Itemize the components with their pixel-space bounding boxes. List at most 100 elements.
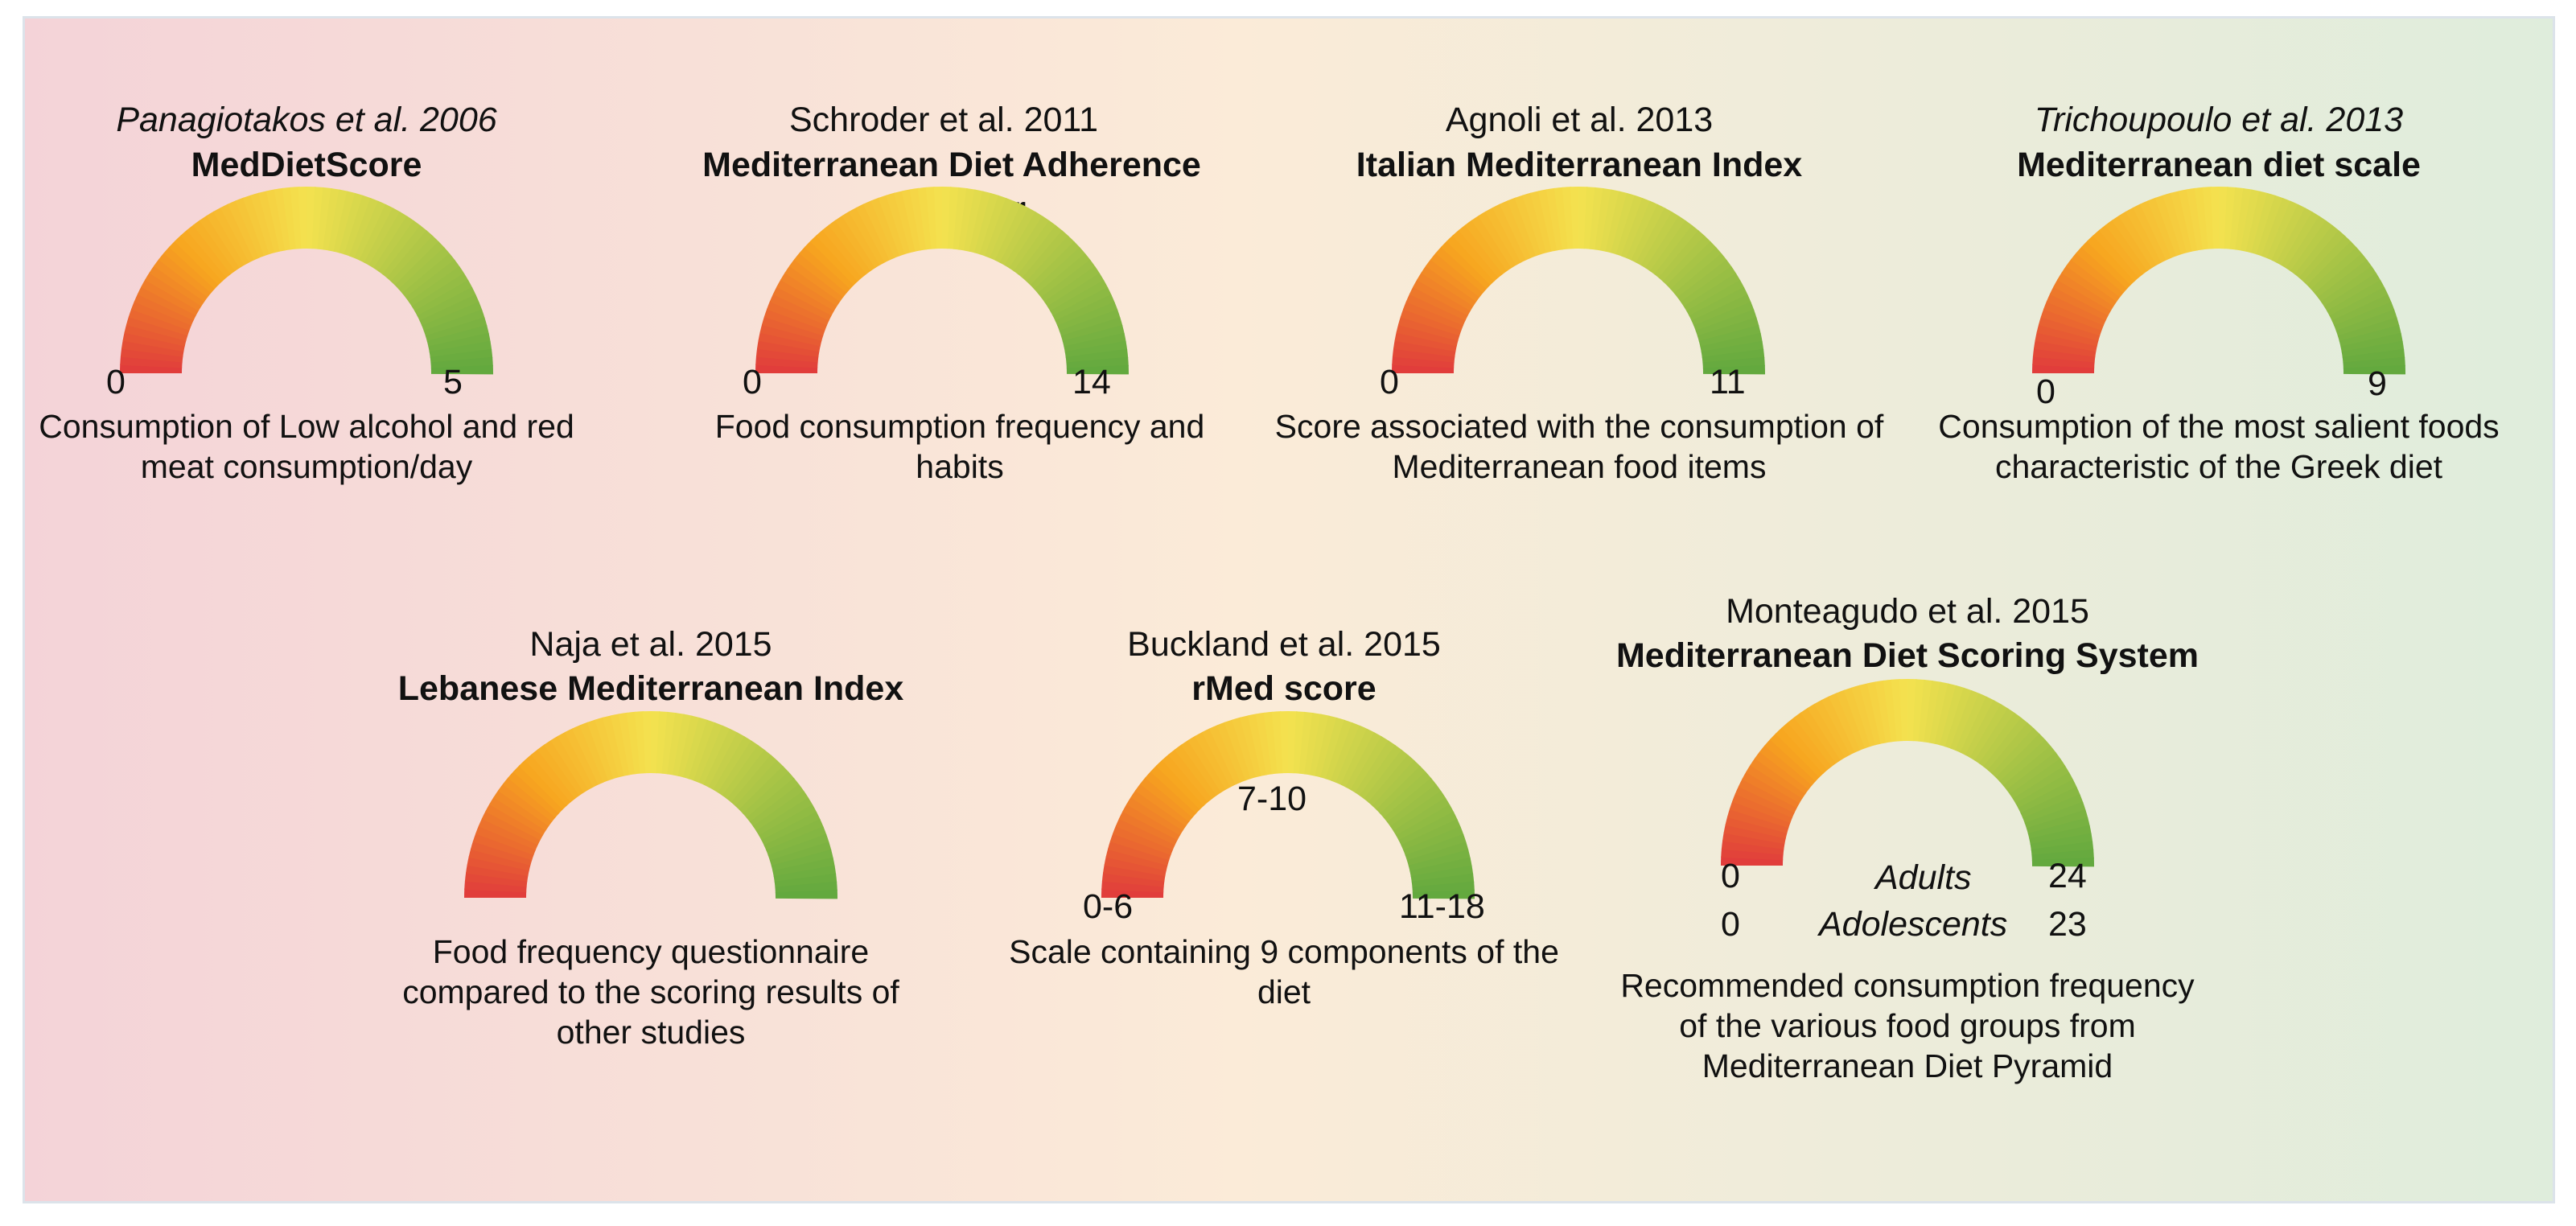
gauge-arc-segment [1255, 712, 1273, 776]
gauge-arc-segment [1595, 187, 1612, 251]
gauge-arc-segment [2186, 187, 2204, 251]
gauge-arc-segment [1392, 348, 1455, 363]
gauge-arc-segment [149, 265, 205, 306]
gauge-arc-segment [405, 259, 460, 302]
gauge-arc-segment [543, 739, 585, 796]
gauge-arc-segment [974, 192, 1000, 255]
gauge-arc-segment [763, 308, 825, 336]
gauge-arc-segment [1807, 703, 1846, 761]
gauge-arc-segment [1368, 755, 1415, 807]
gauge-mediterranean-diet-scale: Trichoupoulo et al. 2013 Mediterranean d… [1913, 19, 2525, 501]
gauge-arc-segment [1372, 759, 1422, 811]
gauge-arc-segment [430, 356, 493, 369]
gauge-arc-segment [761, 315, 824, 341]
gauge-description: Consumption of Low alcohol and red meat … [39, 408, 574, 485]
gauge-arc-segment [759, 323, 822, 347]
gauge-group-label-adolescents: Adolescents [1819, 905, 2008, 944]
gauge-arc-segment [1754, 751, 1809, 795]
gauge-arc-segment [1122, 803, 1181, 841]
gauge-arc-segment [1435, 246, 1488, 294]
gauge-arc-segment [1605, 191, 1628, 253]
gauge-arc-segment [1050, 280, 1109, 317]
gauge-arc-segment [282, 187, 297, 250]
gauge-arc-segment [893, 191, 916, 253]
gauge-arc-segment [128, 308, 190, 336]
gauge-arc-segment [2046, 293, 2106, 326]
gauge-arc-segment [1738, 778, 1797, 813]
gauge-arc-segment [1537, 189, 1558, 252]
gauge-arc-segment [1615, 195, 1644, 257]
gauge-arc-segment [999, 208, 1037, 266]
gauge-arc-segment [1139, 776, 1193, 822]
gauge-arc-segment [2139, 200, 2172, 261]
gauge-arc-segment [713, 736, 752, 793]
gauge-arc-segment [780, 272, 837, 311]
gauge-name: MedDietScore [191, 146, 422, 184]
gauge-arc [120, 187, 493, 375]
gauge-arc-segment [1421, 265, 1477, 306]
gauge-arc-segment [1471, 215, 1512, 272]
gauge-arc-segment [1064, 340, 1128, 358]
gauge-max-label: 14 [1072, 363, 1111, 401]
gauge-arc-segment [2006, 751, 2061, 795]
gauge-arc-segment [1800, 707, 1841, 764]
gauge-arc-segment [1150, 764, 1201, 814]
gauge-arc-segment [1759, 744, 1813, 790]
gauge-arc-segment [793, 252, 847, 298]
gauge-arc-segment [1155, 759, 1204, 810]
gauge-arc-segment [1843, 687, 1871, 749]
gauge-arc-segment [1522, 192, 1547, 255]
gauge-arc-segment [1726, 808, 1789, 833]
gauge-arc-segment [227, 200, 260, 261]
gauge-arc-segment [186, 224, 232, 278]
gauge-arc-segment [677, 715, 701, 778]
gauge-arc-segment [661, 711, 677, 775]
gauge-arc-segment [2311, 247, 2363, 294]
gauge-arc-segment [1570, 187, 1580, 249]
gauge-arc-segment [828, 220, 871, 275]
gauge-arc-segment [1874, 680, 1892, 743]
gauge-arc-segment [718, 740, 759, 796]
gauge-arc-segment [130, 300, 192, 331]
gauge-arc-segment [199, 215, 241, 272]
gauge-arc-segment [423, 309, 485, 337]
gauge-arc-segment [1821, 696, 1856, 755]
gauge-arc-segment [2194, 187, 2209, 250]
gauge-arc-segment [1899, 679, 1909, 742]
gauge-arc-segment [1004, 212, 1043, 269]
gauge-mediterranean-diet-adherence-screener: Schroder et al. 2011 Mediterranean Diet … [638, 19, 1249, 501]
gauge-arc-segment [2240, 189, 2261, 252]
gauge-arc-segment [1101, 872, 1165, 887]
gauge-arc-segment [550, 735, 590, 793]
gauge-arc-segment [401, 253, 455, 298]
gauge-arc-segment [1452, 229, 1500, 282]
gauge-arc-segment [571, 725, 604, 785]
gauge-arc-segment [489, 796, 546, 836]
gauge-arc-segment [618, 712, 636, 776]
gauge-arc-segment [1187, 735, 1227, 793]
gauge-arc-segment [1440, 240, 1492, 290]
gauge-arc-segment [377, 220, 422, 275]
gauge-description: Scale containing 9 components of the die… [1009, 933, 1559, 1010]
gauge-arc-segment [759, 804, 817, 841]
gauge-arc-segment [411, 273, 469, 312]
gauge-arc-segment [2057, 272, 2114, 311]
gauge-name: Mediterranean Diet Scoring System [1615, 636, 2199, 675]
gauge-max-label: 11-18 [1399, 887, 1485, 926]
gauge-arc-segment [1781, 722, 1829, 774]
gauge-arc-segment [2343, 356, 2405, 369]
gauge-arc-segment [493, 789, 549, 831]
gauge-arc-segment [2154, 195, 2183, 257]
gauge-arc-segment [1410, 865, 1474, 882]
gauge-arc-segment [958, 187, 976, 251]
gauge-arc-segment [168, 240, 220, 290]
gauge-description: Food frequency questionnaire compared to… [402, 933, 899, 1051]
gauge-arc-segment [969, 191, 992, 253]
gauge-arc-segment [1340, 728, 1376, 788]
gauge-arc-segment [1891, 679, 1903, 742]
gauge-arc-segment [558, 731, 595, 790]
gauge-arc-segment [408, 265, 465, 307]
gauge-arc-segment [327, 189, 348, 252]
gauge-arc-segment [2251, 192, 2277, 255]
gauge-arc-segment [1626, 200, 1659, 261]
